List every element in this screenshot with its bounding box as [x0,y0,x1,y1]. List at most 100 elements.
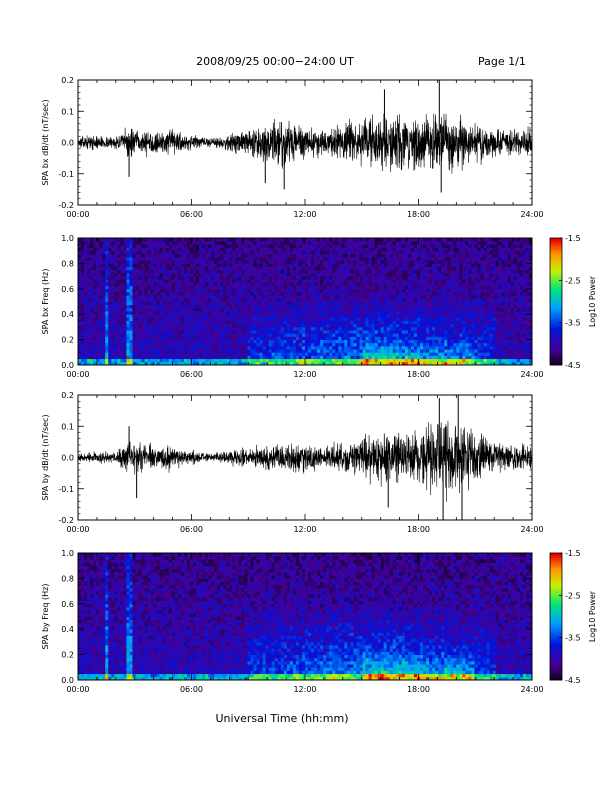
spectrogram-cell [353,257,357,261]
spectrogram-cell [138,288,142,293]
spectrogram-cell [183,304,188,309]
spectrogram-cell [99,276,103,280]
spectrogram-cell [196,355,200,360]
spectrogram-cell [144,333,149,337]
spectrogram-cell [429,269,433,274]
spectrogram-cell [186,238,191,242]
spectrogram-cell [350,336,354,340]
spectrogram-cell [165,244,170,248]
spectrogram-cell [401,314,406,318]
spectrogram-cell [268,260,273,264]
spectrogram-cell [277,361,282,366]
spectrogram-cell [199,342,203,347]
spectrogram-cell [271,272,276,277]
spectrogram-cell [404,339,409,344]
spectrogram-cell [111,288,115,293]
spectrogram-cell [135,330,139,334]
spectrogram-cell [438,263,442,267]
spectrogram-cell [159,298,164,302]
spectrogram-cell [238,345,242,350]
spectrogram-cell [256,285,260,290]
spectrogram-cell [205,291,209,296]
spectrogram-cell [180,257,185,261]
spectrogram-cell [420,361,424,366]
spectrogram-cell [362,269,366,274]
spectrogram-cell [81,361,85,366]
spectrogram-cell [81,285,85,290]
spectrogram-cell [135,238,139,242]
spectrogram-cell [350,352,354,356]
spectrogram-cell [286,257,291,261]
spectrogram-cell [238,295,242,299]
spectrogram-cell [132,361,136,366]
spectrogram-cell [99,345,103,350]
spectrogram-cell [386,269,391,274]
spectrogram-cell [274,263,279,267]
spectrogram-cell [365,352,369,356]
spectrogram-cell [377,317,382,321]
spectrogram-cell [132,291,136,296]
spectrogram-cell [280,314,285,318]
spectrogram-cell [256,333,260,337]
spectrogram-cell [295,241,300,245]
spectrogram-cell [205,266,209,271]
spectrogram-cell [235,339,239,344]
spectrogram-cell [96,314,100,318]
spectrogram-cell [435,260,439,264]
spectrogram-cell [229,285,233,290]
spectrogram-cell [259,285,264,290]
spectrogram-cell [253,349,257,353]
spectrogram-cell [253,317,257,321]
spectrogram-cell [168,260,173,264]
spectrogram-cell [186,298,191,302]
spectrogram-cell [90,260,94,264]
spectrogram-cell [286,295,291,299]
spectrogram-cell [81,269,85,274]
spectrogram-cell [232,266,236,271]
spectrogram-cell [407,279,412,283]
spectrogram-cell [323,282,327,287]
spectrogram-cell [359,323,363,328]
spectrogram-cell [271,288,276,293]
spectrogram-cell [365,257,369,261]
spectrogram-cell [392,349,397,353]
spectrogram-cell [141,253,145,258]
spectrogram-cell [123,361,127,366]
spectrogram-cell [392,358,397,363]
spectrogram-cell [271,295,276,299]
spectrogram-cell [117,326,121,331]
spectrogram-cell [177,276,182,280]
spectrogram-cell [350,282,354,287]
spectrogram-cell [392,311,397,315]
spectrogram-cell [432,317,436,321]
spectrogram-cell [268,333,273,337]
spectrogram-cell [226,298,230,302]
spectrogram-cell [223,238,227,242]
spectrogram-cell [220,288,224,293]
spectrogram-cell [423,269,427,274]
spectrogram-cell [78,352,82,356]
spectrogram-cell [380,304,385,309]
spectrogram-cell [196,266,200,271]
spectrogram-cell [226,345,230,350]
spectrogram-cell [165,361,170,366]
spectrogram-cell [259,241,264,245]
spectrogram-cell [265,257,270,261]
spectrogram-cell [432,336,436,340]
spectrogram-cell [386,279,391,283]
spectrogram-cell [150,333,155,337]
spectrogram-cell [205,345,209,350]
spectrogram-cell [438,250,442,255]
spectrogram-cell [332,263,336,267]
spectrogram-cell [277,257,282,261]
spectrogram-cell [332,260,336,264]
spectrogram-cell [416,288,421,293]
spectrogram-cell [426,295,430,299]
spectrogram-cell [162,288,167,293]
spectrogram-cell [356,314,360,318]
spectrogram-cell [141,244,145,248]
spectrogram-cell [326,253,330,258]
spectrogram-cell [368,342,372,347]
spectrogram-cell [286,339,291,344]
spectrogram-cell [432,326,436,331]
